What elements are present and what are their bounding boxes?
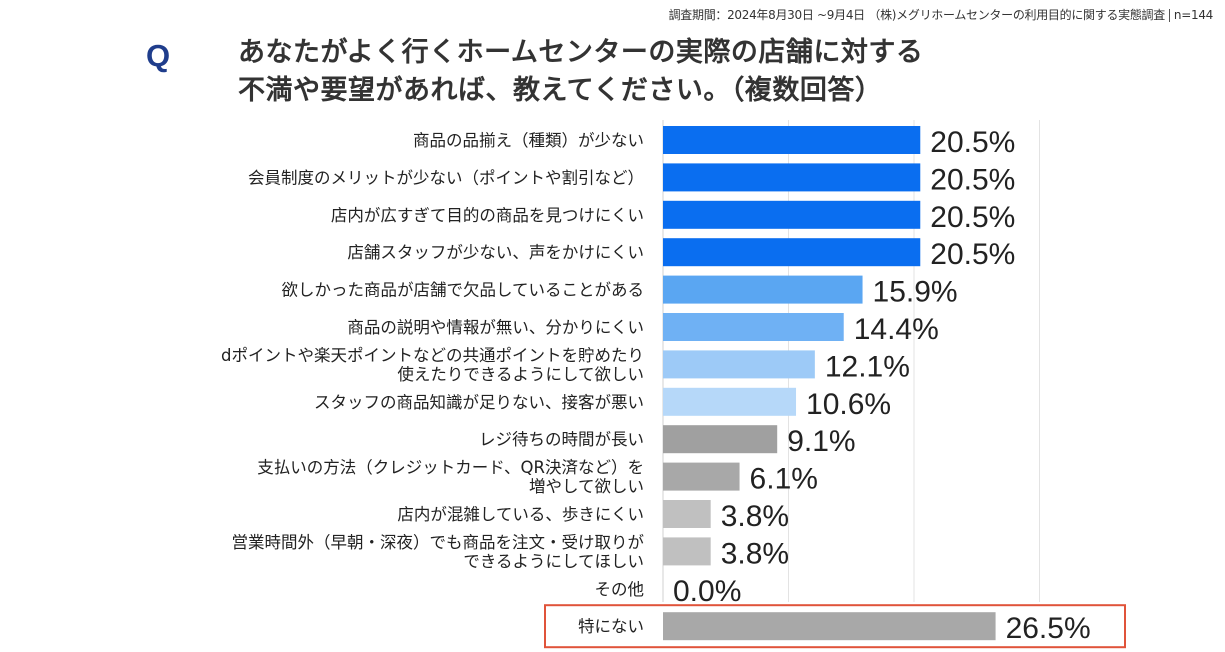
bar	[663, 387, 797, 416]
value-label: 26.5%	[1006, 612, 1091, 645]
bar	[663, 612, 996, 641]
category-label: 商品の品揃え（種類）が少ない	[413, 131, 644, 150]
survey-period-text: 調査期間：2024年8月30日 ~9月4日 （株)メグリホームセンターの利用目的…	[668, 8, 1166, 22]
value-label: 20.5%	[930, 201, 1015, 234]
bar	[663, 238, 921, 267]
category-label: 店舗スタッフが少ない、声をかけにくい	[347, 243, 644, 262]
category-label: 使えたりできるようにして欲しい	[397, 365, 644, 384]
category-label: スタッフの商品知識が足りない、接客が悪い	[314, 393, 644, 412]
value-label: 9.1%	[787, 425, 855, 458]
category-label: レジ待ちの時間が長い	[479, 430, 644, 449]
bar	[663, 500, 711, 528]
value-label: 6.1%	[750, 463, 818, 496]
survey-note: 調査期間：2024年8月30日 ~9月4日 （株)メグリホームセンターの利用目的…	[669, 6, 1213, 23]
category-label: その他	[595, 580, 645, 599]
question-line-2: 不満や要望があれば、教えてください。（複数回答）	[238, 75, 883, 106]
separator	[1168, 9, 1170, 22]
value-label: 0.0%	[673, 575, 741, 608]
category-label: 商品の説明や情報が無い、分かりにくい	[347, 318, 644, 337]
bar	[663, 537, 711, 566]
bar	[663, 126, 921, 154]
value-label: 12.1%	[825, 350, 910, 383]
category-label: dポイントや楽天ポイントなどの共通ポイントを貯めたり	[221, 346, 644, 365]
value-label: 20.5%	[930, 163, 1015, 196]
category-label: 店内が混雑している、歩きにくい	[397, 505, 644, 524]
highlight-box	[544, 604, 1126, 649]
category-label: できるようにしてほしい	[463, 552, 644, 571]
bar	[663, 200, 921, 229]
category-label: 営業時間外（早朝・深夜）でも商品を注文・受け取りが	[232, 533, 645, 552]
value-label: 3.8%	[721, 537, 789, 570]
bar	[663, 425, 778, 454]
value-label: 10.6%	[806, 388, 891, 421]
sample-size: n=144	[1173, 8, 1213, 22]
value-label: 20.5%	[930, 126, 1015, 159]
category-label: 店内が広すぎて目的の商品を見つけにくい	[331, 206, 644, 225]
value-label: 3.8%	[721, 500, 789, 533]
question-title: あなたがよく行くホームセンターの実際の店舗に対する 不満や要望があれば、教えてく…	[238, 34, 923, 110]
category-label: 欲しかった商品が店舗で欠品していることがある	[281, 281, 644, 300]
value-label: 15.9%	[873, 276, 958, 309]
bar	[663, 313, 844, 341]
category-label: 特にない	[578, 617, 644, 636]
question-mark: Q	[146, 38, 171, 73]
bar	[663, 350, 815, 379]
category-label: 支払いの方法（クレジットカード、QR決済など）を	[257, 458, 644, 477]
question-line-1: あなたがよく行くホームセンターの実際の店舗に対する	[238, 37, 924, 68]
category-label: 会員制度のメリットが少ない（ポイントや割引など）	[248, 168, 644, 187]
value-label: 20.5%	[930, 238, 1015, 271]
bar	[663, 163, 921, 192]
category-label: 増やして欲しい	[529, 477, 644, 496]
value-label: 14.4%	[854, 313, 939, 346]
bar	[663, 462, 740, 491]
bar	[663, 275, 863, 304]
